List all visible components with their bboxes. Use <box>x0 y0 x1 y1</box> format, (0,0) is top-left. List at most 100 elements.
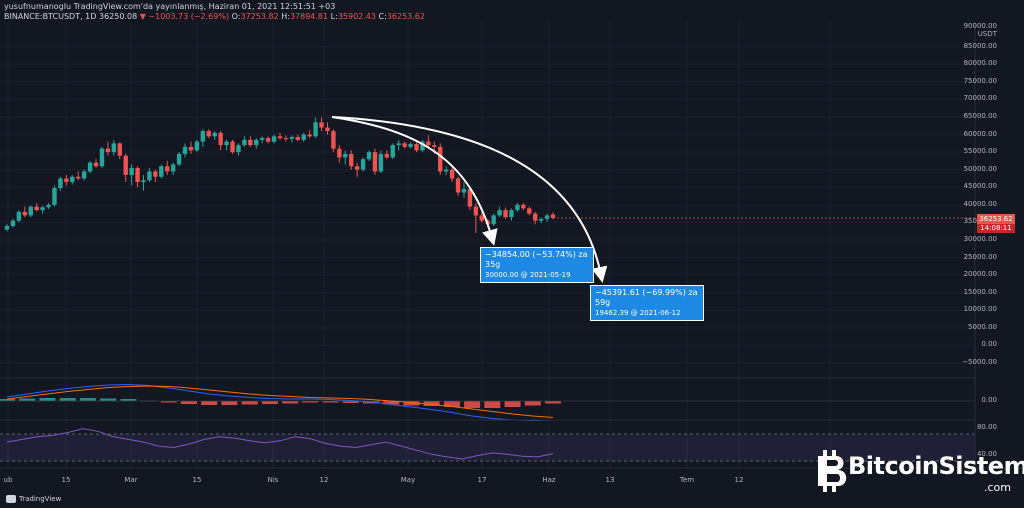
candle-body <box>337 148 342 158</box>
macd-series-line <box>6 383 554 422</box>
candle-body <box>349 153 354 167</box>
candle-body <box>408 144 413 147</box>
macd-histogram-bar <box>39 398 56 401</box>
annotation-box-1[interactable]: −34854.00 (−53.74%) za 35g 30000.00 @ 20… <box>480 247 594 283</box>
candle-body <box>81 171 87 179</box>
candle-body <box>224 141 229 146</box>
candle-body <box>16 211 22 221</box>
macd-histogram-bar <box>302 401 319 403</box>
annotation-2-text: −45391.61 (−69.99%) za 59g <box>595 288 698 307</box>
candle-body <box>331 131 336 149</box>
candle-body <box>153 171 158 177</box>
candle-body <box>420 141 425 151</box>
candle-body <box>52 187 57 205</box>
time-axis-label: Tem <box>679 476 695 484</box>
candle-body <box>438 146 443 172</box>
macd-histogram-bar <box>100 398 117 401</box>
low-label: L: <box>330 12 338 21</box>
annotation-box-2[interactable]: −45391.61 (−69.99%) za 59g 19462.39 @ 20… <box>590 285 704 321</box>
rsi-band <box>0 434 975 461</box>
candle-body <box>218 132 223 146</box>
rsi-pane <box>0 428 975 462</box>
high-value: 37894.81 <box>289 12 329 21</box>
candle-body <box>414 144 419 151</box>
time-axis-label: 12 <box>734 476 744 484</box>
candle-body <box>390 145 395 158</box>
bitcoin-b-icon <box>818 450 847 492</box>
time-axis-label: 12 <box>319 476 329 484</box>
macd-histogram-bar <box>181 401 197 404</box>
annotation-1-text: −34854.00 (−53.74%) za 35g <box>485 250 588 269</box>
candle-body <box>206 131 211 137</box>
price-change: ▼ −1003.73 (−2.69%) <box>139 12 230 21</box>
candle-body <box>265 138 271 142</box>
candle-body <box>384 153 390 158</box>
candle-body <box>319 122 324 128</box>
candle-body <box>301 134 306 140</box>
candle-body <box>527 208 532 214</box>
candle-body <box>129 167 134 175</box>
macd-histogram-bar <box>0 399 15 401</box>
open-value: 37253.82 <box>240 12 279 21</box>
candle-body <box>93 162 99 167</box>
ohlc-line: BINANCE:BTCUSDT, 1D 36250.08 ▼ −1003.73 … <box>4 12 425 21</box>
candle-body <box>188 146 194 151</box>
macd-histogram-bar <box>160 401 177 403</box>
candle-body <box>307 134 312 137</box>
rsi-axis-40: 40.00 <box>976 450 997 458</box>
price-axis-label: 45000.00 <box>963 182 997 191</box>
candle-body <box>254 139 259 146</box>
price-axis-label: 80000.00 <box>963 59 997 68</box>
macd-histogram-bar <box>524 401 541 406</box>
low-value: 35902.43 <box>337 12 376 21</box>
price-axis-label: 30000.00 <box>963 235 997 243</box>
candle-body <box>176 153 182 165</box>
candle-body <box>46 204 51 208</box>
high-label: H: <box>281 12 290 21</box>
candle-body <box>544 215 550 219</box>
price-axis-label: 5000.00 <box>968 322 997 331</box>
candle-body <box>105 148 111 153</box>
candle-body <box>194 141 200 151</box>
candle-body <box>378 153 384 172</box>
open-label: O: <box>231 12 241 21</box>
price-axis-label: 65000.00 <box>963 112 997 120</box>
macd-histogram-bar <box>545 401 561 404</box>
price-axis-label: 85000.00 <box>963 41 997 50</box>
candle-body <box>165 166 170 172</box>
candle-body <box>461 189 467 193</box>
time-axis-label: Haz <box>542 476 556 484</box>
price-axis-currency: USDT <box>977 30 997 38</box>
candle-body <box>4 225 10 230</box>
macd-histogram-bar <box>241 401 258 405</box>
candle-body <box>170 164 176 172</box>
candle-body <box>141 180 146 183</box>
price-axis-label: −5000.00 <box>962 358 997 366</box>
candle-body <box>76 176 81 179</box>
close-value: 36253.62 <box>386 12 425 21</box>
candle-body <box>200 131 206 142</box>
candle-body <box>283 138 289 140</box>
candle-body <box>277 136 283 139</box>
macd-histogram-bar <box>322 401 339 403</box>
site-name: BitcoinSistemi <box>848 452 1024 480</box>
candle-body <box>159 166 164 177</box>
candle-body <box>236 145 241 153</box>
candle-body <box>366 152 372 160</box>
candle-body <box>538 218 544 221</box>
candle-body <box>432 145 437 147</box>
candle-body <box>212 132 217 137</box>
candle-body <box>64 178 69 183</box>
rsi-line <box>6 428 554 460</box>
candle-body <box>99 148 105 167</box>
macd-histogram-bar <box>383 401 400 405</box>
candle-body <box>22 211 28 216</box>
candle-body <box>87 162 93 172</box>
annotation-2-sub: 19462.39 @ 2021-06-12 <box>595 309 681 317</box>
site-suffix: .com <box>984 481 1011 494</box>
macd-histogram-bar <box>79 398 96 401</box>
candle-body <box>111 143 117 153</box>
tradingview-logo: TradingView <box>6 495 61 503</box>
candles <box>4 117 975 233</box>
